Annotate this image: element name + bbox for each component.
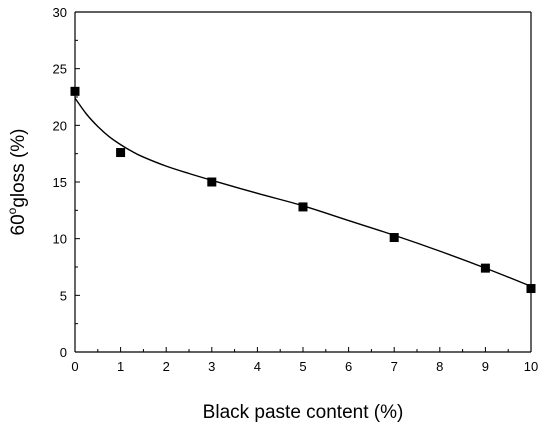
- x-tick-label: 0: [71, 359, 78, 374]
- y-tick-label: 15: [53, 175, 67, 190]
- data-point: [70, 86, 80, 96]
- x-tick-label: 3: [208, 359, 215, 374]
- y-tick-label: 10: [53, 232, 67, 247]
- x-tick-label: 5: [299, 359, 306, 374]
- fit-curve-layer: [74, 97, 532, 287]
- y-tick-label: 20: [53, 118, 67, 133]
- x-tick-label: 7: [391, 359, 398, 374]
- y-tick-label: 25: [53, 62, 67, 77]
- y-axis-title: 60ogloss (%): [5, 128, 29, 235]
- data-point: [526, 284, 536, 294]
- data-point: [116, 148, 126, 158]
- x-tick-label: 4: [254, 359, 261, 374]
- data-point: [207, 177, 217, 187]
- x-tick-label: 10: [524, 359, 538, 374]
- y-tick-label: 5: [60, 288, 67, 303]
- x-tick-label: 9: [482, 359, 489, 374]
- y-tick-label: 30: [53, 5, 67, 20]
- y-ticks: 0 5 10 15 20 25 30: [53, 5, 80, 360]
- x-tick-label: 1: [117, 359, 124, 374]
- data-point: [480, 263, 490, 273]
- plot-frame: [74, 11, 532, 353]
- fit-curve: [74, 97, 532, 287]
- x-axis-title: Black paste content (%): [203, 402, 404, 423]
- data-point: [389, 233, 399, 243]
- x-tick-label: 8: [436, 359, 443, 374]
- y-axis-title-superscript: o: [5, 207, 19, 214]
- y-axis-title-tail: gloss (%): [8, 128, 29, 207]
- x-tick-label: 6: [345, 359, 352, 374]
- y-tick-label: 0: [60, 345, 67, 360]
- y-axis-title-main: 60: [8, 214, 29, 235]
- x-tick-label: 2: [163, 359, 170, 374]
- x-ticks: 0 1 2 3 4 5 6 7 8 9 10: [71, 347, 538, 374]
- data-points-layer: [70, 86, 536, 294]
- data-point: [298, 202, 308, 212]
